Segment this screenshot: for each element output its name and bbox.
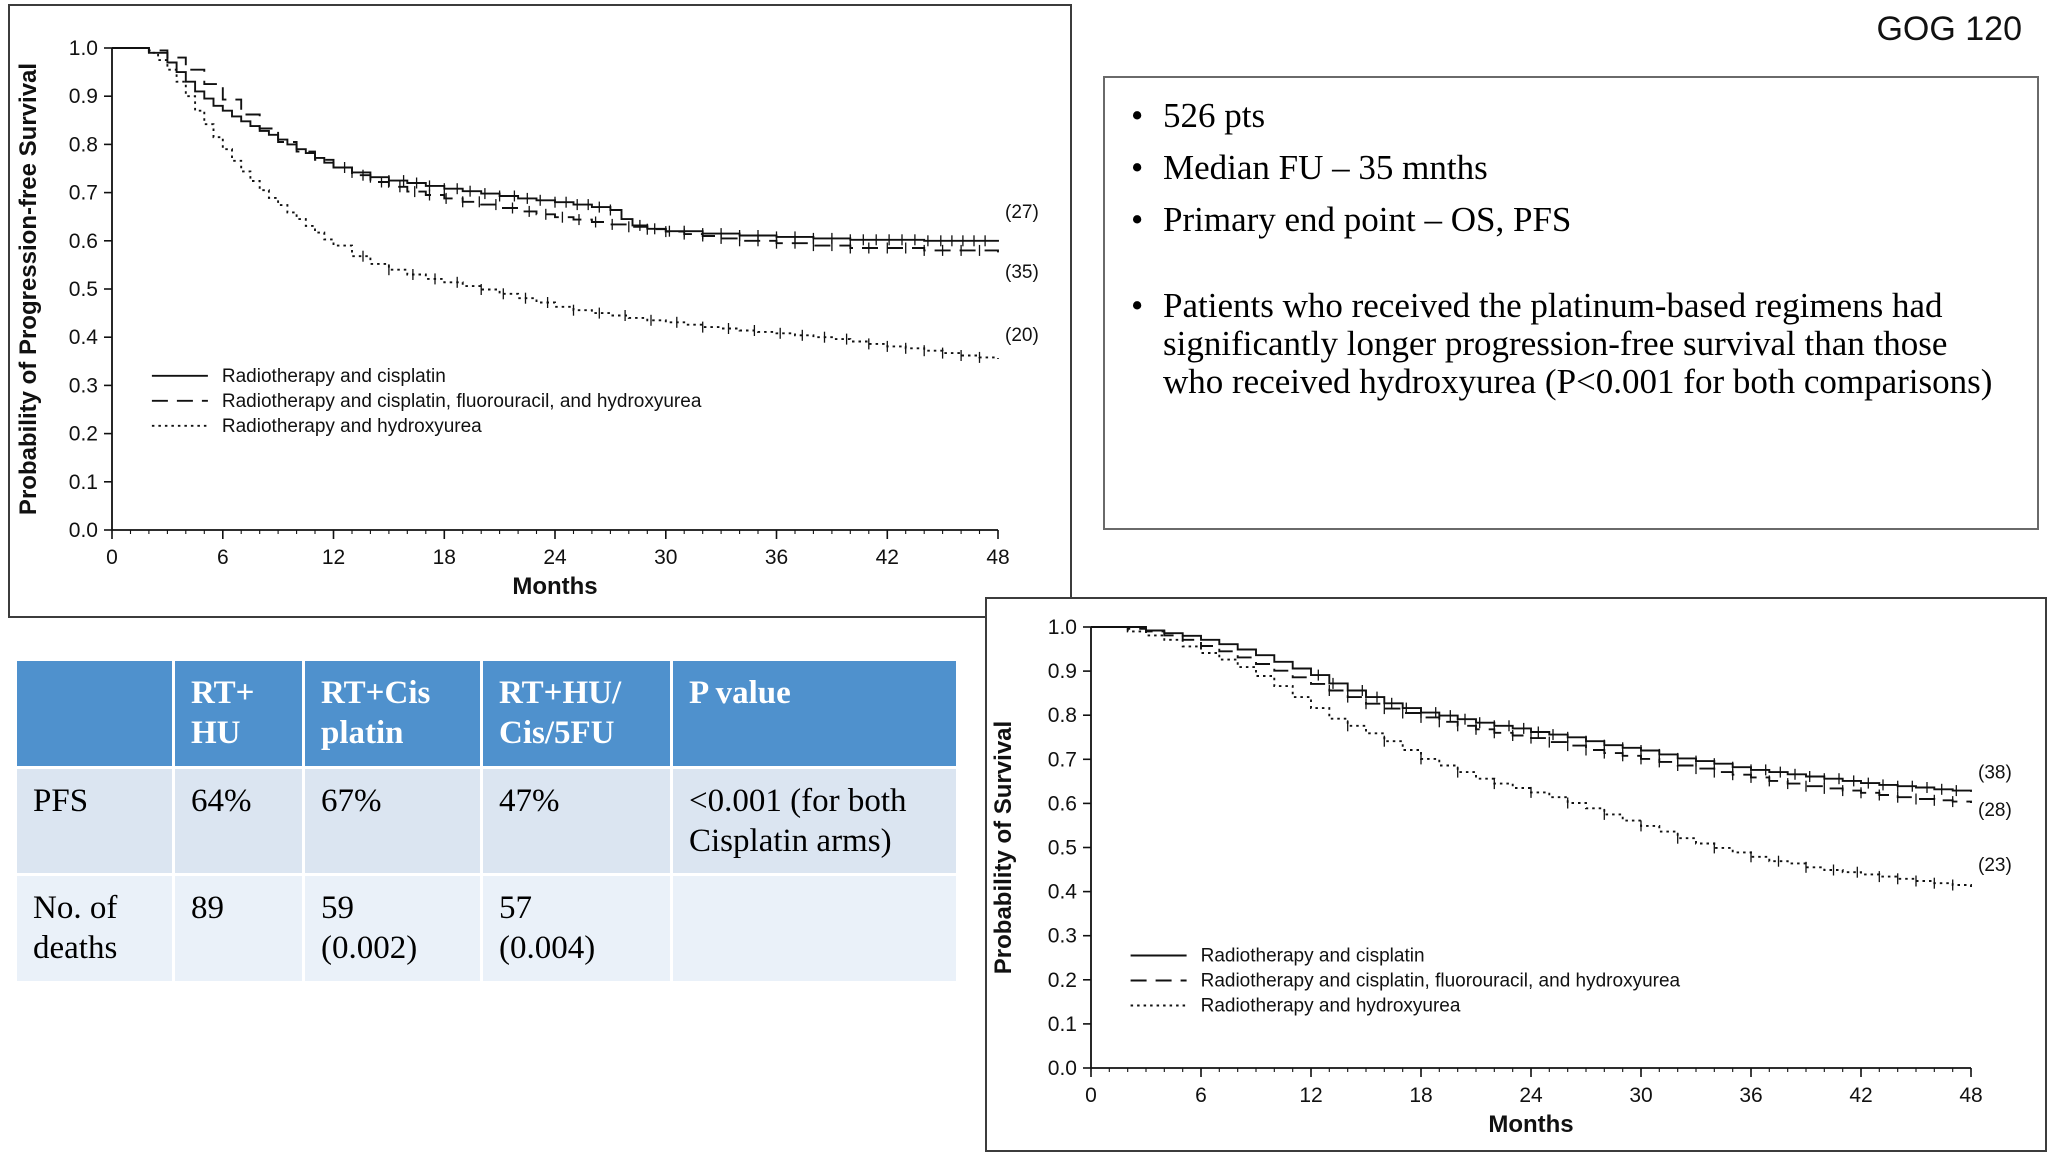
svg-text:48: 48 — [1959, 1084, 1982, 1107]
os-km-chart: 0.0 0.1 0.2 0.3 0.4 0.5 0.6 0.7 0.8 0.9 1.0 0 6 12 18 2… — [990, 616, 2012, 1138]
table-cell: 89 — [172, 873, 305, 984]
table-cell: PFS — [14, 765, 175, 876]
table-header-cell: P value — [670, 658, 959, 769]
svg-text:0.0: 0.0 — [1048, 1057, 1077, 1080]
svg-text:42: 42 — [876, 546, 899, 569]
table-cell: <0.001 (for both Cisplatin arms) — [670, 765, 959, 876]
table-cell — [670, 873, 959, 984]
svg-text:0: 0 — [1085, 1084, 1097, 1107]
svg-text:6: 6 — [1195, 1084, 1207, 1107]
svg-text:(20): (20) — [1005, 325, 1039, 346]
svg-text:48: 48 — [986, 546, 1009, 569]
svg-text:0.9: 0.9 — [69, 85, 98, 108]
table-header-row: RT+ HU RT+Cis platin RT+HU/ Cis/5FU P va… — [14, 658, 959, 769]
svg-text:36: 36 — [765, 546, 788, 569]
svg-text:0.8: 0.8 — [1048, 704, 1077, 727]
svg-text:0.2: 0.2 — [69, 423, 98, 446]
table-row: No. of deaths 89 59 (0.002) 57 (0.004) — [14, 873, 959, 984]
svg-text:36: 36 — [1739, 1084, 1762, 1107]
svg-text:42: 42 — [1849, 1084, 1872, 1107]
results-table-header: RT+ HU RT+Cis platin RT+HU/ Cis/5FU P va… — [14, 658, 959, 769]
svg-text:Months: Months — [512, 573, 597, 600]
svg-text:(27): (27) — [1005, 202, 1039, 223]
note-bullet: Primary end point – OS, PFS — [1119, 198, 2015, 242]
svg-text:6: 6 — [217, 546, 229, 569]
svg-text:Months: Months — [1488, 1111, 1573, 1138]
study-notes-box: 526 pts Median FU – 35 mnths Primary end… — [1103, 76, 2039, 530]
svg-text:0.1: 0.1 — [1048, 1013, 1077, 1036]
svg-text:0.5: 0.5 — [69, 278, 98, 301]
svg-text:0.8: 0.8 — [69, 133, 98, 156]
svg-text:0.3: 0.3 — [69, 374, 98, 397]
table-row: PFS 64% 67% 47% <0.001 (for both Cisplat… — [14, 765, 959, 876]
svg-text:12: 12 — [322, 546, 345, 569]
svg-text:0.9: 0.9 — [1048, 660, 1077, 683]
svg-text:Probability of Survival: Probability of Survival — [990, 721, 1017, 974]
os-chart-panel: 0.0 0.1 0.2 0.3 0.4 0.5 0.6 0.7 0.8 0.9 1.0 0 6 12 18 2… — [985, 597, 2047, 1152]
svg-text:Radiotherapy and hydroxyurea: Radiotherapy and hydroxyurea — [1201, 996, 1461, 1017]
svg-text:24: 24 — [543, 546, 567, 569]
svg-text:0.1: 0.1 — [69, 471, 98, 494]
note-text: 526 pts — [1163, 96, 1266, 135]
svg-text:0.2: 0.2 — [1048, 969, 1077, 992]
note-bullet: 526 pts — [1119, 94, 2015, 138]
pfs-chart-panel: 0.0 0.1 0.2 0.3 0.4 0.5 0.6 0.7 0.8 0.9 1.0 0 6 12 18 2… — [8, 4, 1072, 618]
table-cell: 67% — [302, 765, 483, 876]
svg-text:(28): (28) — [1978, 800, 2012, 821]
results-table: RT+ HU RT+Cis platin RT+HU/ Cis/5FU P va… — [14, 658, 959, 984]
svg-text:1.0: 1.0 — [1048, 616, 1077, 639]
table-header-cell: RT+ HU — [172, 658, 305, 769]
svg-text:Radiotherapy and cisplatin, fl: Radiotherapy and cisplatin, fluorouracil… — [222, 391, 702, 412]
svg-text:(23): (23) — [1978, 855, 2012, 876]
table-cell: 64% — [172, 765, 305, 876]
svg-text:24: 24 — [1519, 1084, 1543, 1107]
svg-text:Radiotherapy and cisplatin: Radiotherapy and cisplatin — [1201, 946, 1425, 967]
svg-text:0: 0 — [106, 546, 118, 569]
note-bullet: Median FU – 35 mnths — [1119, 146, 2015, 190]
svg-text:0.4: 0.4 — [1048, 881, 1078, 904]
note-paragraph: Patients who received the platinum-based… — [1119, 287, 2015, 400]
table-cell: 57 (0.004) — [480, 873, 673, 984]
svg-text:30: 30 — [1629, 1084, 1652, 1107]
note-text: Primary end point – OS, PFS — [1163, 199, 1572, 239]
table-header-cell: RT+Cis platin — [302, 658, 483, 769]
svg-text:0.7: 0.7 — [69, 182, 98, 205]
svg-text:Radiotherapy and cisplatin: Radiotherapy and cisplatin — [222, 366, 446, 387]
svg-text:30: 30 — [654, 546, 677, 569]
svg-text:Radiotherapy and hydroxyurea: Radiotherapy and hydroxyurea — [222, 416, 482, 437]
table-cell: 47% — [480, 765, 673, 876]
note-text: Patients who received the platinum-based… — [1163, 286, 1993, 401]
svg-text:0.3: 0.3 — [1048, 925, 1077, 948]
svg-text:(35): (35) — [1005, 262, 1039, 283]
table-cell: 59 (0.002) — [302, 873, 483, 984]
svg-text:0.7: 0.7 — [1048, 748, 1077, 771]
table-header-cell — [14, 658, 175, 769]
svg-text:0.0: 0.0 — [69, 519, 98, 542]
slide-title: GOG 120 — [1876, 10, 2022, 48]
svg-text:Radiotherapy and cisplatin, fl: Radiotherapy and cisplatin, fluorouracil… — [1201, 971, 1681, 992]
svg-text:0.6: 0.6 — [69, 230, 98, 253]
table-header-cell: RT+HU/ Cis/5FU — [480, 658, 673, 769]
svg-text:Probability of Progression-fre: Probability of Progression-free Survival — [15, 63, 42, 515]
svg-text:0.6: 0.6 — [1048, 792, 1077, 815]
svg-text:12: 12 — [1299, 1084, 1322, 1107]
svg-text:18: 18 — [1409, 1084, 1432, 1107]
svg-text:0.5: 0.5 — [1048, 837, 1077, 860]
note-text: Median FU – 35 mnths — [1163, 147, 1488, 187]
svg-text:18: 18 — [433, 546, 456, 569]
svg-text:1.0: 1.0 — [69, 37, 98, 60]
table-cell: No. of deaths — [14, 873, 175, 984]
svg-text:0.4: 0.4 — [69, 326, 99, 349]
pfs-km-chart: 0.0 0.1 0.2 0.3 0.4 0.5 0.6 0.7 0.8 0.9 1.0 0 6 12 18 2… — [15, 37, 1039, 600]
svg-text:(38): (38) — [1978, 763, 2012, 784]
